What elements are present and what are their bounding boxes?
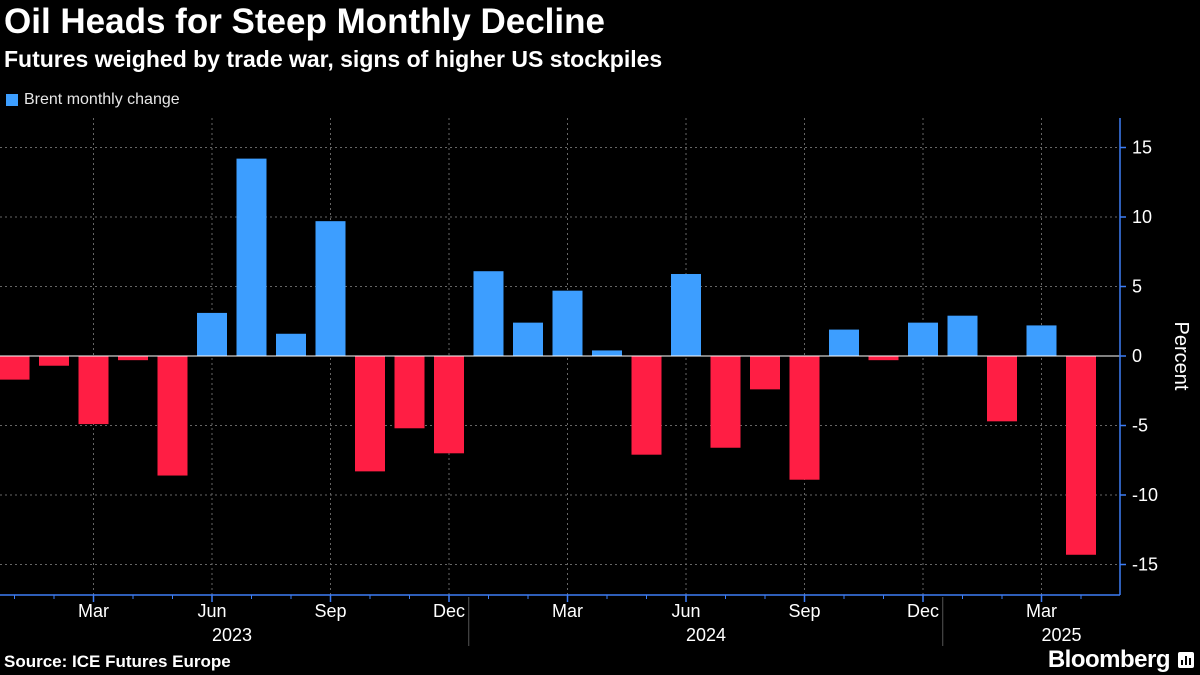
bar: [394, 356, 425, 429]
bar: [1066, 356, 1096, 555]
legend: Brent monthly change: [6, 91, 180, 109]
brand-logo: Bloomberg: [1047, 646, 1171, 673]
y-tick-label: 5: [1132, 277, 1142, 297]
x-tick-label: Mar: [1026, 601, 1057, 621]
bar: [552, 290, 583, 356]
bar: [987, 356, 1017, 422]
bar: [592, 350, 622, 356]
bar: [473, 271, 504, 356]
bar: [671, 273, 701, 356]
y-tick-label: 15: [1132, 138, 1152, 158]
bar: [434, 356, 464, 454]
bar: [908, 322, 938, 356]
bar: [631, 356, 662, 455]
brand: Bloomberg: [1048, 646, 1194, 674]
source-note: Source: ICE Futures Europe: [4, 652, 231, 671]
legend-label: Brent monthly change: [24, 91, 180, 108]
bar: [315, 221, 346, 356]
bar: [276, 333, 306, 356]
bar: [868, 356, 899, 361]
bar: [118, 356, 148, 361]
x-tick-label: Sep: [788, 601, 820, 621]
chart-icon: [1178, 652, 1194, 668]
bar: [750, 356, 780, 390]
chart-title: Oil Heads for Steep Monthly Decline: [4, 2, 605, 41]
x-tick-label: Dec: [433, 601, 465, 621]
y-tick-label: 0: [1132, 346, 1142, 366]
bar: [513, 322, 543, 356]
bar: [710, 356, 741, 448]
bar: [1026, 325, 1057, 356]
year-label: 2025: [1041, 625, 1081, 645]
year-label: 2023: [212, 625, 252, 645]
y-axis-title: Percent: [1170, 322, 1192, 391]
x-tick-label: Mar: [78, 601, 109, 621]
bar: [197, 312, 227, 356]
bar: [39, 356, 69, 366]
bar: [78, 356, 109, 425]
x-tick-label: Sep: [314, 601, 346, 621]
y-tick-label: 10: [1132, 207, 1152, 227]
x-tick-label: Jun: [671, 601, 700, 621]
y-tick-label: -5: [1132, 416, 1148, 436]
bar: [0, 356, 30, 380]
legend-swatch: [6, 94, 18, 106]
bar: [236, 158, 267, 356]
bar: [157, 356, 188, 476]
x-tick-label: Mar: [552, 601, 583, 621]
x-tick-label: Jun: [197, 601, 226, 621]
bar: [947, 315, 978, 356]
y-tick-label: -10: [1132, 485, 1158, 505]
bar: [829, 329, 859, 356]
x-tick-label: Dec: [907, 601, 939, 621]
chart-subtitle: Futures weighed by trade war, signs of h…: [4, 46, 663, 72]
year-label: 2024: [686, 625, 726, 645]
bar: [789, 356, 820, 480]
y-tick-label: -15: [1132, 555, 1158, 575]
bar: [355, 356, 385, 472]
